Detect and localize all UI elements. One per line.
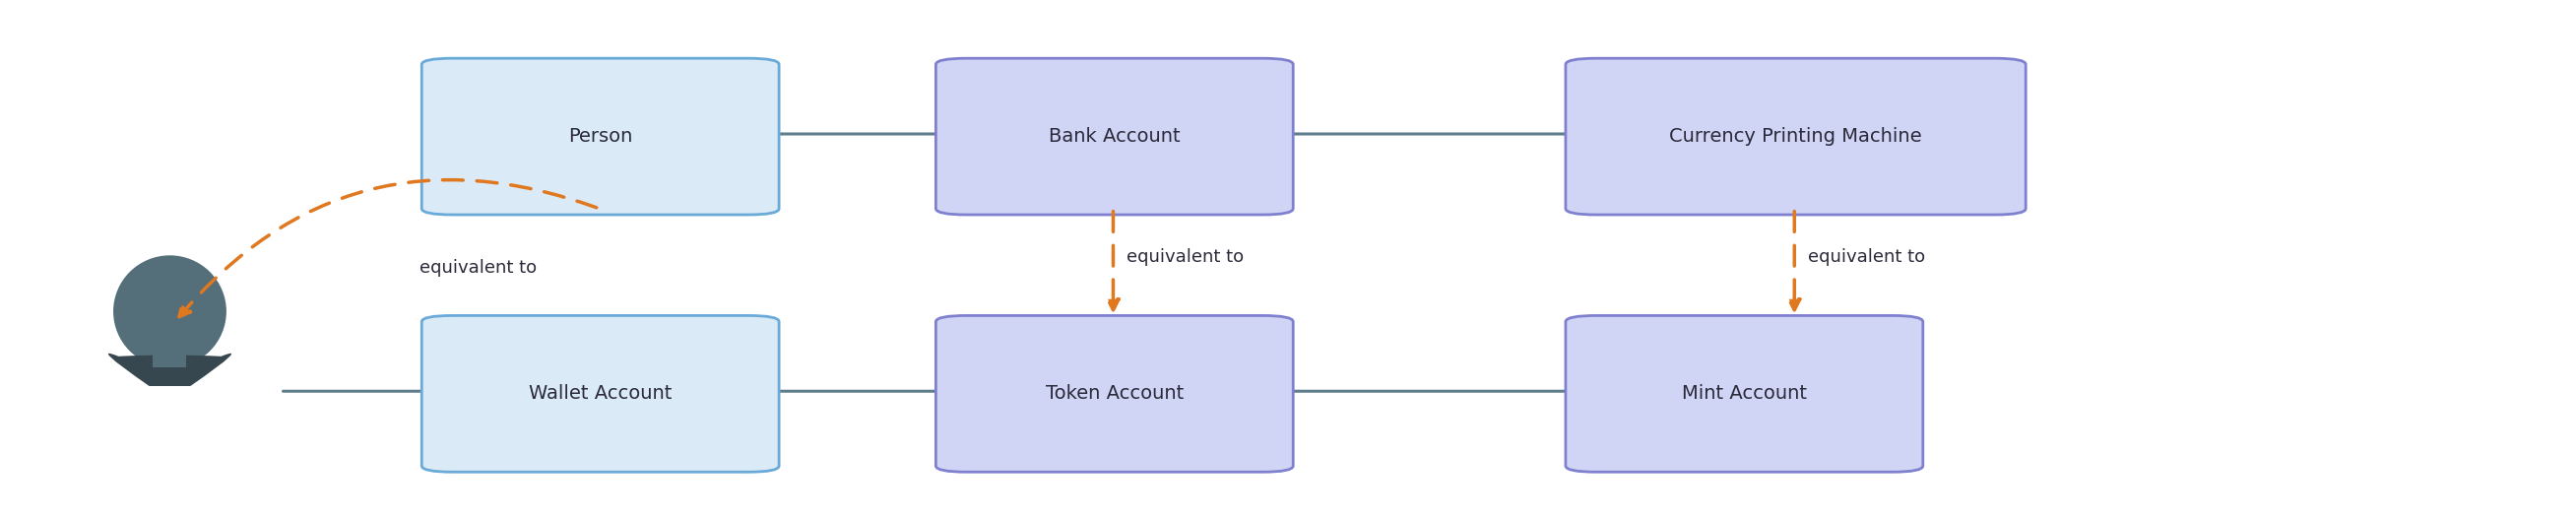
Text: equivalent to: equivalent to bbox=[1126, 249, 1244, 266]
FancyBboxPatch shape bbox=[422, 316, 778, 472]
Text: Token Account: Token Account bbox=[1046, 384, 1182, 403]
Text: Currency Printing Machine: Currency Printing Machine bbox=[1669, 127, 1922, 146]
Text: equivalent to: equivalent to bbox=[1808, 249, 1924, 266]
Text: Bank Account: Bank Account bbox=[1048, 127, 1180, 146]
FancyBboxPatch shape bbox=[1566, 58, 2025, 215]
Text: equivalent to: equivalent to bbox=[420, 259, 536, 277]
FancyBboxPatch shape bbox=[422, 58, 778, 215]
Ellipse shape bbox=[113, 255, 227, 368]
FancyBboxPatch shape bbox=[1566, 316, 1922, 472]
Text: Person: Person bbox=[569, 127, 634, 146]
FancyBboxPatch shape bbox=[935, 316, 1293, 472]
FancyBboxPatch shape bbox=[935, 58, 1293, 215]
Text: Wallet Account: Wallet Account bbox=[528, 384, 672, 403]
PathPatch shape bbox=[108, 353, 232, 386]
Text: Mint Account: Mint Account bbox=[1682, 384, 1806, 403]
Bar bbox=[152, 351, 185, 368]
